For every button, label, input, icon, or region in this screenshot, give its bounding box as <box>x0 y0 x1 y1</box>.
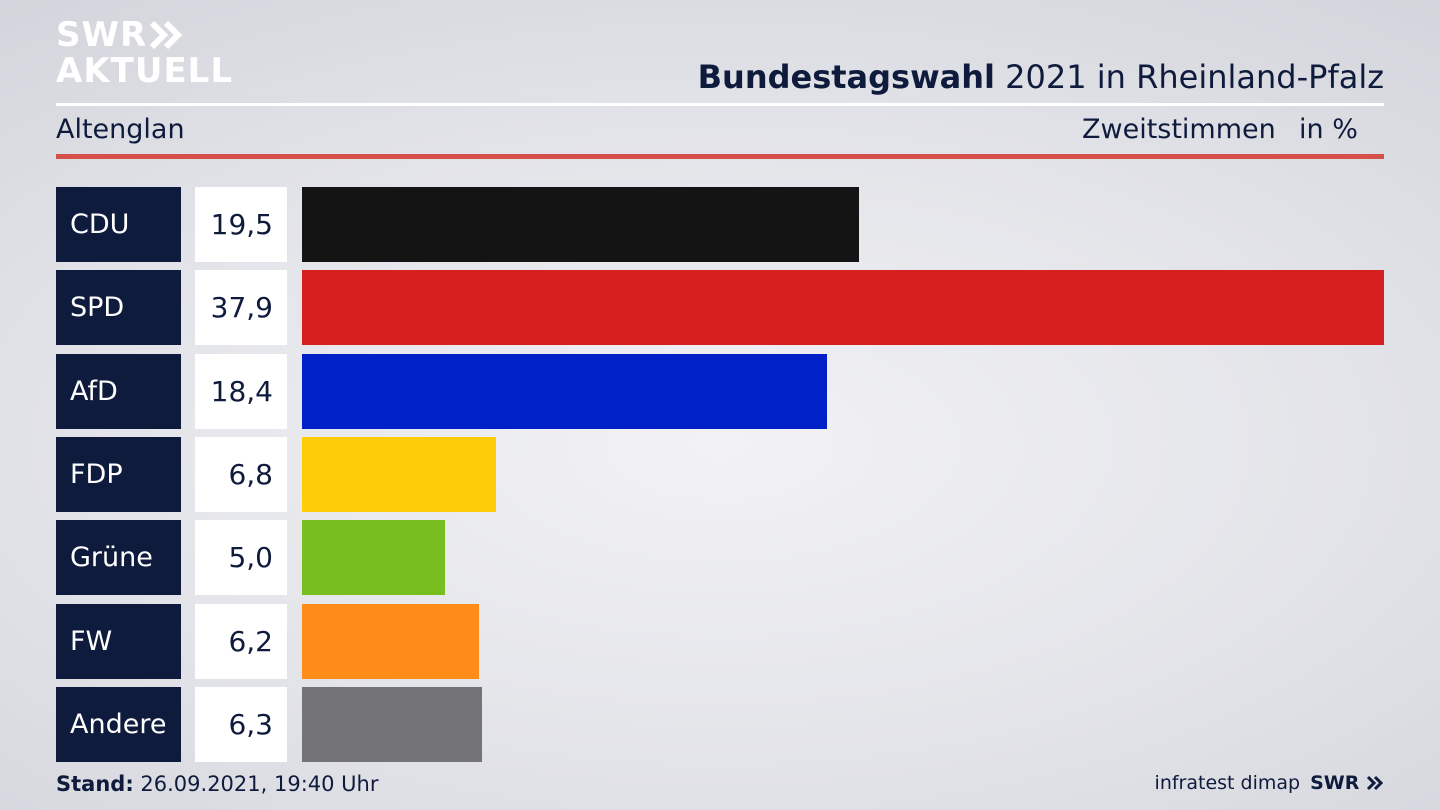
footer-brand-text: SWR <box>1310 772 1360 794</box>
party-label: AfD <box>56 354 181 429</box>
stand-value: 26.09.2021, 19:40 Uhr <box>133 772 379 796</box>
title-bold: Bundestagswahl <box>697 58 995 96</box>
source-credit: infratest dimap SWR <box>1155 772 1384 794</box>
bar-cdu <box>302 187 859 262</box>
value-label: 6,3 <box>195 687 287 762</box>
bar-spd <box>302 270 1384 345</box>
party-label: FDP <box>56 437 181 512</box>
party-label: Andere <box>56 687 181 762</box>
value-label: 37,9 <box>195 270 287 345</box>
party-label: Grüne <box>56 520 181 595</box>
bar-fw <box>302 604 479 679</box>
logo-swr-text: SWR <box>56 15 148 55</box>
stand-label: Stand: <box>56 772 134 796</box>
title-rest: 2021 in Rheinland-Pfalz <box>995 58 1384 96</box>
header-divider <box>56 103 1384 106</box>
page-title: Bundestagswahl 2021 in Rheinland-Pfalz <box>698 58 1384 96</box>
party-label: SPD <box>56 270 181 345</box>
unit-label: in % <box>1299 114 1358 145</box>
accent-divider <box>56 154 1384 159</box>
value-label: 6,2 <box>195 604 287 679</box>
footer-swr-logo: SWR <box>1310 772 1384 794</box>
swr-aktuell-logo: SWR AKTUELL <box>56 16 233 88</box>
double-chevron-icon <box>150 20 183 50</box>
bar-fdp <box>302 437 496 512</box>
party-label: FW <box>56 604 181 679</box>
source-text: infratest dimap <box>1154 772 1301 794</box>
region-name: Altenglan <box>56 114 185 145</box>
vote-type-label: Zweitstimmen <box>1082 114 1276 145</box>
bar-andere <box>302 687 482 762</box>
value-label: 18,4 <box>195 354 287 429</box>
value-label: 6,8 <box>195 437 287 512</box>
timestamp: Stand: 26.09.2021, 19:40 Uhr <box>56 772 379 796</box>
value-label: 5,0 <box>195 520 287 595</box>
party-label: CDU <box>56 187 181 262</box>
logo-aktuell-text: AKTUELL <box>56 51 234 91</box>
value-label: 19,5 <box>195 187 287 262</box>
footer-chevron-icon <box>1366 775 1384 791</box>
bar-afd <box>302 354 827 429</box>
bar-gr-ne <box>302 520 445 595</box>
